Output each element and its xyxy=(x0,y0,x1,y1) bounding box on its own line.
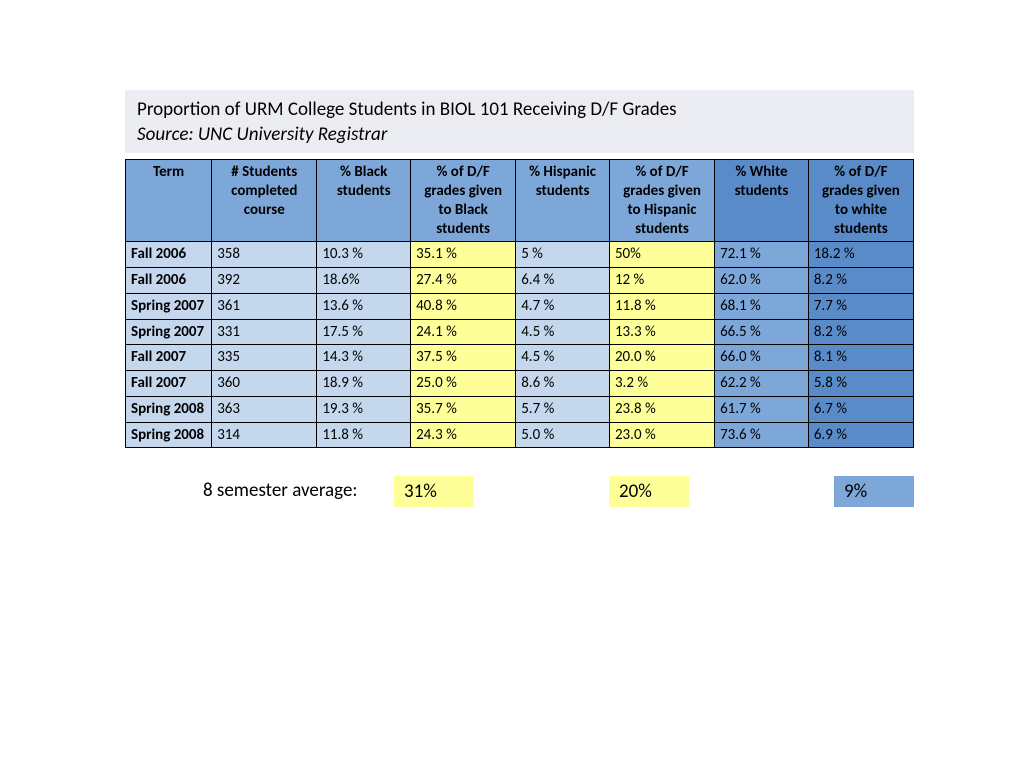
title-bar: Proportion of URM College Students in BI… xyxy=(125,90,914,153)
table-cell: 13.6 % xyxy=(317,293,411,319)
table-cell: 5 % xyxy=(516,242,610,268)
table-cell: 3.2 % xyxy=(609,371,714,397)
table-row: Spring 200831411.8 %24.3 %5.0 %23.0 %73.… xyxy=(126,422,914,448)
table-cell: 6.9 % xyxy=(808,422,913,448)
data-table: Term# Students completed course% Black s… xyxy=(125,159,914,448)
table-row: Spring 200733117.5 %24.1 %4.5 %13.3 %66.… xyxy=(126,319,914,345)
table-cell: Spring 2007 xyxy=(126,293,212,319)
table-cell: Spring 2007 xyxy=(126,319,212,345)
table-cell: 5.8 % xyxy=(808,371,913,397)
table-cell: 6.4 % xyxy=(516,268,610,294)
table-cell: 66.5 % xyxy=(715,319,809,345)
table-cell: 4.7 % xyxy=(516,293,610,319)
table-cell: 4.5 % xyxy=(516,345,610,371)
table-cell: Spring 2008 xyxy=(126,396,212,422)
table-cell: 73.6 % xyxy=(715,422,809,448)
table-cell: 23.0 % xyxy=(609,422,714,448)
table-cell: 20.0 % xyxy=(609,345,714,371)
table-body: Fall 200635810.3 %35.1 %5 %50%72.1 %18.2… xyxy=(126,242,914,448)
table-cell: 331 xyxy=(212,319,317,345)
table-row: Fall 200635810.3 %35.1 %5 %50%72.1 %18.2… xyxy=(126,242,914,268)
table-cell: 37.5 % xyxy=(411,345,516,371)
table-cell: 50% xyxy=(609,242,714,268)
summary-label: 8 semester average: xyxy=(203,480,369,503)
table-row: Fall 200639218.6%27.4 %6.4 %12 %62.0 %8.… xyxy=(126,268,914,294)
table-cell: 11.8 % xyxy=(609,293,714,319)
table-cell: 5.7 % xyxy=(516,396,610,422)
table-cell: 5.0 % xyxy=(516,422,610,448)
table-cell: 35.1 % xyxy=(411,242,516,268)
table-cell: 314 xyxy=(212,422,317,448)
column-header: Term xyxy=(126,160,212,242)
table-cell: 61.7 % xyxy=(715,396,809,422)
table-cell: 25.0 % xyxy=(411,371,516,397)
table-cell: 360 xyxy=(212,371,317,397)
table-row: Spring 200836319.3 %35.7 %5.7 %23.8 %61.… xyxy=(126,396,914,422)
table-cell: 24.1 % xyxy=(411,319,516,345)
table-cell: Spring 2008 xyxy=(126,422,212,448)
table-cell: 19.3 % xyxy=(317,396,411,422)
column-header: % Hispanic students xyxy=(516,160,610,242)
column-header: % of D/F grades given to white students xyxy=(808,160,913,242)
column-header: % Black students xyxy=(317,160,411,242)
table-header: Term# Students completed course% Black s… xyxy=(126,160,914,242)
table-cell: 68.1 % xyxy=(715,293,809,319)
table-cell: 8.1 % xyxy=(808,345,913,371)
column-header: % of D/F grades given to Black students xyxy=(411,160,516,242)
summary-value-3: 9% xyxy=(834,476,914,507)
table-cell: 11.8 % xyxy=(317,422,411,448)
table-cell: 363 xyxy=(212,396,317,422)
table-row: Spring 200736113.6 %40.8 %4.7 %11.8 %68.… xyxy=(126,293,914,319)
table-cell: 17.5 % xyxy=(317,319,411,345)
table-cell: 18.6% xyxy=(317,268,411,294)
table-cell: 8.2 % xyxy=(808,268,913,294)
table-cell: 392 xyxy=(212,268,317,294)
table-cell: 72.1 % xyxy=(715,242,809,268)
table-row: Fall 200733514.3 %37.5 %4.5 %20.0 %66.0 … xyxy=(126,345,914,371)
table-cell: 13.3 % xyxy=(609,319,714,345)
table-cell: Fall 2007 xyxy=(126,371,212,397)
table-cell: 361 xyxy=(212,293,317,319)
table-cell: 66.0 % xyxy=(715,345,809,371)
table-cell: 18.2 % xyxy=(808,242,913,268)
table-cell: 8.6 % xyxy=(516,371,610,397)
table-cell: Fall 2006 xyxy=(126,268,212,294)
table-cell: 23.8 % xyxy=(609,396,714,422)
table-cell: 24.3 % xyxy=(411,422,516,448)
table-cell: 62.0 % xyxy=(715,268,809,294)
table-cell: 18.9 % xyxy=(317,371,411,397)
slide-content: Proportion of URM College Students in BI… xyxy=(0,0,1024,507)
table-cell: 12 % xyxy=(609,268,714,294)
column-header: % White students xyxy=(715,160,809,242)
table-cell: 14.3 % xyxy=(317,345,411,371)
table-cell: 335 xyxy=(212,345,317,371)
table-cell: 10.3 % xyxy=(317,242,411,268)
table-cell: Fall 2006 xyxy=(126,242,212,268)
summary-value-2: 20% xyxy=(609,476,689,507)
table-cell: 40.8 % xyxy=(411,293,516,319)
column-header: # Students completed course xyxy=(212,160,317,242)
slide-title: Proportion of URM College Students in BI… xyxy=(137,98,902,123)
table-cell: 35.7 % xyxy=(411,396,516,422)
table-cell: 8.2 % xyxy=(808,319,913,345)
summary-value-1: 31% xyxy=(394,476,474,507)
table-cell: 27.4 % xyxy=(411,268,516,294)
table-cell: 7.7 % xyxy=(808,293,913,319)
table-cell: 6.7 % xyxy=(808,396,913,422)
summary-row: 8 semester average: 31% 20% 9% xyxy=(125,476,914,507)
column-header: % of D/F grades given to Hispanic studen… xyxy=(609,160,714,242)
table-cell: Fall 2007 xyxy=(126,345,212,371)
table-cell: 62.2 % xyxy=(715,371,809,397)
table-cell: 4.5 % xyxy=(516,319,610,345)
table-row: Fall 200736018.9 %25.0 %8.6 %3.2 %62.2 %… xyxy=(126,371,914,397)
slide-source: Source: UNC University Registrar xyxy=(137,123,902,148)
table-cell: 358 xyxy=(212,242,317,268)
